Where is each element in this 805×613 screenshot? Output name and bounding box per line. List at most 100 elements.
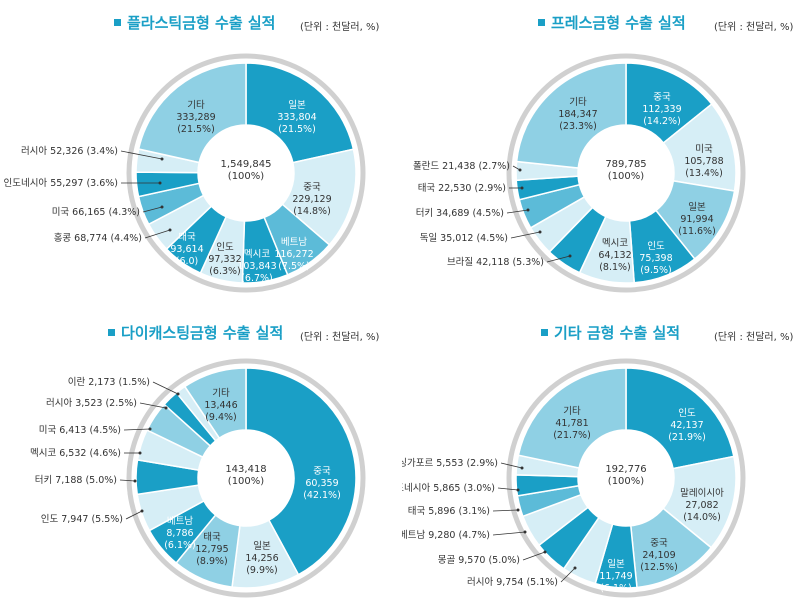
slice-label-4: 97,332 — [208, 254, 241, 265]
slice-label-10: (23.3%) — [559, 121, 597, 132]
leader-dot-9 — [176, 392, 180, 396]
slice-label-9: 이란 2,173 (1.5%) — [68, 376, 150, 388]
leader-dot-6 — [523, 530, 527, 534]
leader-dot-5 — [133, 479, 137, 483]
leader-line-6 — [492, 531, 526, 536]
leader-dot-8 — [520, 186, 524, 190]
slice-label-7: 미국 6,413 (4.5%) — [39, 425, 121, 436]
pie-outer-ring — [506, 53, 746, 293]
title-bullet-icon — [538, 19, 545, 26]
leader-dot-7 — [160, 205, 164, 209]
title-bullet-icon — [541, 329, 548, 336]
slice-label-4: (8.1%) — [599, 262, 631, 273]
slice-label-8: 인도네시아 5,865 (3.0%) — [402, 483, 495, 494]
total-share: (100%) — [228, 171, 264, 182]
total-share: (100%) — [608, 171, 644, 182]
slice-label-8: 인도네시아 55,297 (3.6%) — [3, 178, 118, 189]
leader-line-4 — [125, 510, 143, 520]
pie-outer-ring — [506, 358, 746, 598]
slice-label-8: 러시아 3,523 (2.5%) — [46, 398, 137, 409]
total-share: (100%) — [228, 476, 264, 487]
pie-outer-ring — [126, 53, 366, 293]
slice-label-10: 13,446 — [204, 400, 237, 411]
slice-label-2: 12,795 — [195, 544, 228, 555]
leader-dot-9 — [518, 168, 522, 172]
slice-label-0: 42,137 — [670, 420, 703, 431]
title-bullet-icon — [114, 19, 121, 26]
slice-label-2: 태국 — [203, 532, 221, 543]
leader-line-7 — [142, 206, 163, 213]
slice-label-1: 일본 — [253, 541, 271, 552]
press-mold-chart-panel: 프레스금형 수출 실적 (단위 : 천달러, %) 789,785 (100%) 중… — [402, 0, 804, 306]
slice-label-10: 기타 — [187, 100, 205, 111]
leader-dot-7 — [148, 427, 152, 431]
slice-label-4: (6.3%) — [209, 266, 241, 277]
chart-title: 기타 금형 수출 실적 — [554, 324, 681, 342]
pie-center-hole — [198, 125, 294, 221]
chart-header: 플라스틱금형 수출 실적 (단위 : 천달러, %) — [0, 10, 402, 34]
slice-label-2: 24,109 — [642, 550, 675, 561]
slice-label-3: (9.5%) — [640, 265, 672, 276]
leader-dot-4 — [140, 509, 144, 513]
slice-label-10: 184,347 — [558, 109, 597, 120]
chart-title: 다이캐스팅금형 수출 실적 — [121, 324, 284, 342]
pie-center-hole — [198, 430, 294, 526]
slice-label-1: 27,082 — [685, 500, 718, 511]
other-mold-pie: 192,776(100%)인도42,137(21.9%)말레이시아27,082(… — [402, 358, 746, 598]
slice-label-3: (6.1%) — [164, 540, 196, 551]
slice-label-3: 75,398 — [639, 253, 672, 264]
slice-label-2: (8.9%) — [196, 556, 228, 567]
slice-label-10: 333,289 — [176, 112, 215, 123]
slice-label-0: 일본 — [288, 100, 306, 111]
pie-slice-0 — [625, 367, 735, 470]
slice-label-0: (21.5%) — [278, 124, 316, 135]
slice-label-3: 11,749 — [599, 571, 632, 582]
leader-dot-5 — [568, 254, 572, 258]
slice-label-0: 333,804 — [277, 112, 316, 123]
slice-label-3: 일본 — [607, 559, 625, 570]
slice-label-5: 브라질 42,118 (5.3%) — [447, 256, 544, 268]
chart-title: 플라스틱금형 수출 실적 — [127, 14, 276, 32]
total-share: (100%) — [608, 476, 644, 487]
slice-label-9: 싱가포르 5,553 (2.9%) — [402, 458, 498, 469]
slice-label-1: (14.0%) — [683, 512, 721, 523]
leader-dot-7 — [516, 508, 520, 512]
slice-label-1: 229,129 — [292, 194, 331, 205]
slice-label-0: 중국 — [313, 466, 331, 477]
plastic-mold-chart-panel: 플라스틱금형 수출 실적 (단위 : 천달러, %) 1,549,845 (100… — [0, 0, 402, 306]
slice-label-6: 독일 35,012 (4.5%) — [420, 233, 508, 244]
plastic-mold-pie: 1,549,845(100%)일본333,804(21.5%)중국229,129… — [3, 53, 366, 293]
slice-label-10: (9.4%) — [205, 412, 237, 423]
slice-label-6: 홍콩 68,774 (4.4%) — [54, 232, 142, 244]
slice-label-4: 64,132 — [598, 250, 631, 261]
slice-label-1: 말레이시아 — [680, 487, 724, 499]
leader-line-9 — [120, 150, 163, 160]
slice-label-1: (13.4%) — [685, 168, 723, 179]
slice-label-10: (21.5%) — [177, 124, 215, 135]
leader-dot-9 — [520, 466, 524, 470]
unit-label: (단위 : 천달러, %) — [714, 332, 794, 343]
leader-dot-5 — [543, 550, 547, 554]
leader-dot-6 — [538, 230, 542, 234]
leader-line-5 — [119, 479, 136, 482]
pie-outer-ring — [126, 358, 366, 598]
slice-label-7: 터키 34,689 (4.5%) — [416, 208, 504, 219]
slice-label-3: 103,843 — [237, 261, 276, 272]
slice-label-2: 중국 — [650, 538, 668, 549]
slice-label-9: 폴란드 21,438 (2.7%) — [413, 160, 510, 172]
slice-label-10: 기타 — [569, 97, 587, 108]
slice-label-3: 멕시코 — [244, 249, 270, 260]
leader-line-6 — [510, 231, 541, 239]
slice-label-10: (21.7%) — [553, 430, 591, 441]
unit-label: (단위 : 천달러, %) — [714, 22, 794, 33]
slice-label-8: 태국 22,530 (2.9%) — [418, 183, 506, 194]
leader-line-6 — [144, 229, 171, 239]
leader-dot-6 — [138, 451, 142, 455]
slice-label-5: (6.0) — [176, 256, 199, 267]
pie-center-hole — [578, 430, 674, 526]
unit-label: (단위 : 천달러, %) — [300, 22, 380, 33]
slice-label-6: 멕시코 6,532 (4.6%) — [30, 448, 121, 459]
pie-slice-0 — [245, 62, 355, 164]
slice-label-0: 60,359 — [305, 478, 338, 489]
unit-label: (단위 : 천달러, %) — [300, 332, 380, 343]
